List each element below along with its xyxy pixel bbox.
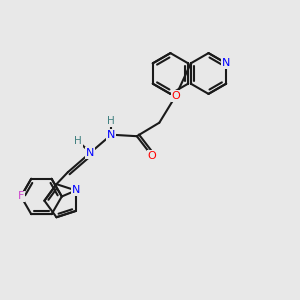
- Text: O: O: [148, 151, 156, 161]
- Text: F: F: [18, 191, 24, 202]
- Text: O: O: [172, 91, 180, 101]
- Text: N: N: [72, 185, 80, 196]
- Text: N: N: [107, 130, 116, 140]
- Text: N: N: [222, 58, 230, 68]
- Text: N: N: [86, 148, 94, 158]
- Text: H: H: [74, 136, 82, 146]
- Text: H: H: [107, 116, 115, 126]
